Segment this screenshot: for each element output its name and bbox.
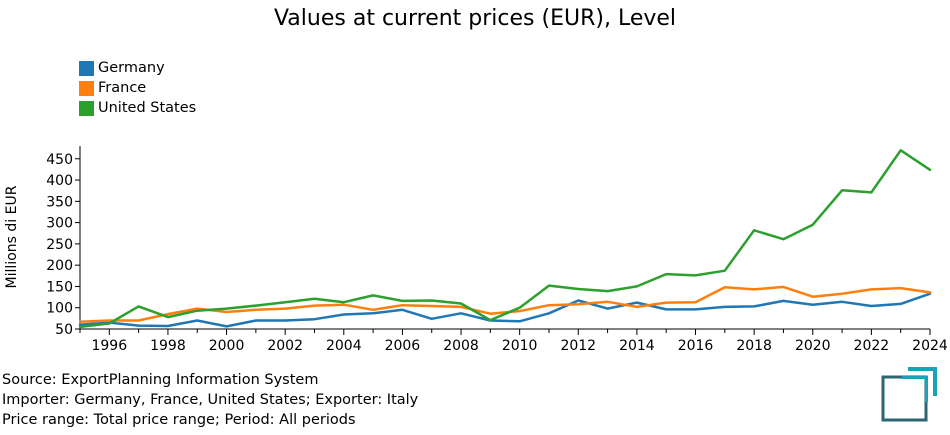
exportplanning-logo-icon [881,367,937,422]
legend-swatch-france [79,80,94,96]
y-tick-label: 400 [46,173,73,189]
logo-corner-inner [902,376,928,402]
x-tick-label: 2018 [736,338,772,354]
legend-label-germany: Germany [98,60,165,76]
y-tick-label: 450 [46,152,73,168]
x-tick-label: 2010 [502,338,538,354]
legend: Germany France United States [79,58,196,118]
legend-label-france: France [98,80,147,96]
x-tick-label: 2014 [619,338,655,354]
series-line-france [78,285,932,324]
x-tick-label: 2012 [560,338,596,354]
legend-item-united-states[interactable]: United States [79,98,196,118]
axes: 50 100 150 200 250 300 350 400 450 1996 1998 2000 20… [46,146,948,354]
y-tick-label: 200 [46,258,73,274]
series-line-germany [78,292,932,328]
x-tick-label: 1998 [150,338,186,354]
legend-item-france[interactable]: France [79,78,196,98]
legend-item-germany[interactable]: Germany [79,58,196,78]
logo-frame [881,375,928,422]
x-tick-label: 2002 [267,338,303,354]
x-tick-label: 1996 [91,338,127,354]
logo-corner-outer [908,367,937,396]
x-tick-label: 2024 [912,338,948,354]
x-tick-label: 2016 [678,338,714,354]
x-tick-label: 2004 [326,338,362,354]
legend-label-united-states: United States [98,100,197,116]
series-line-united-states [78,149,932,329]
y-tick-label: 150 [46,279,73,295]
importer-exporter-line: Importer: Germany, France, United States… [2,392,419,408]
legend-swatch-united-states [79,100,94,116]
legend-swatch-germany [79,60,94,76]
source-line: Source: ExportPlanning Information Syste… [2,372,319,388]
y-tick-label: 350 [46,194,73,210]
chart-title: Values at current prices (EUR), Level [273,6,677,31]
x-tick-label: 2000 [209,338,245,354]
series-lines [78,149,932,329]
x-tick-label: 2008 [443,338,479,354]
y-tick-label: 100 [46,301,73,317]
y-tick-label: 300 [46,216,73,232]
x-tick-label: 2020 [795,338,831,354]
price-period-line: Price range: Total price range; Period: … [2,412,356,428]
x-tick-label: 2022 [854,338,890,354]
y-axis-label: Millions di EUR [4,185,20,288]
source-footer: Source: ExportPlanning Information Syste… [2,370,418,430]
x-tick-label: 2006 [385,338,421,354]
y-tick-label: 50 [55,322,73,338]
y-tick-label: 250 [46,237,73,253]
